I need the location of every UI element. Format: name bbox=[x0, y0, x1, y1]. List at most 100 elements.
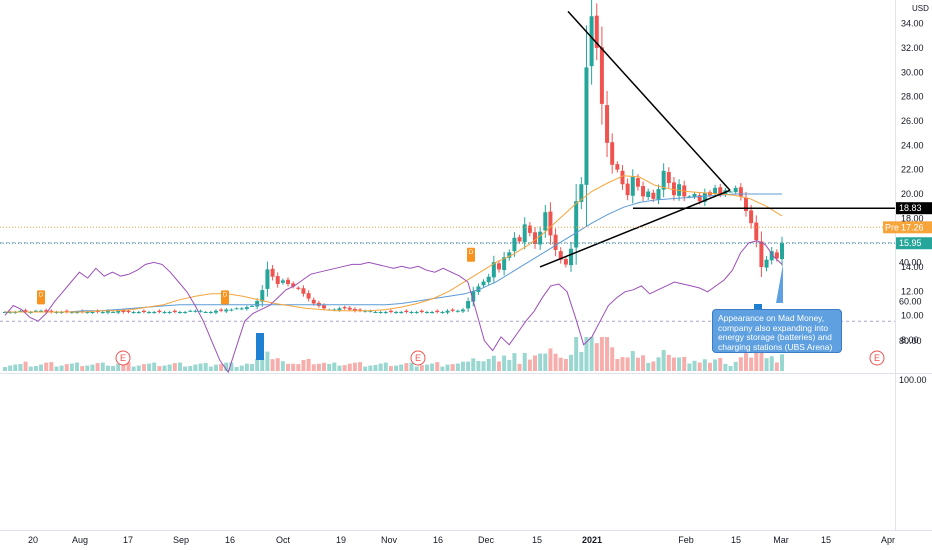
volume-bar bbox=[743, 353, 748, 371]
candle-body bbox=[105, 310, 110, 313]
candle-body bbox=[275, 276, 280, 285]
volume-bar bbox=[177, 362, 182, 371]
volume-bar bbox=[203, 363, 208, 371]
volume-bar bbox=[383, 362, 388, 371]
candle-body bbox=[90, 312, 95, 314]
volume-bar bbox=[265, 351, 270, 371]
volume-bar bbox=[563, 358, 568, 371]
volume-bar bbox=[373, 365, 378, 371]
candle-body bbox=[769, 251, 774, 261]
candle-body bbox=[311, 299, 316, 304]
volume-bar bbox=[656, 357, 661, 371]
candle-body bbox=[198, 310, 203, 312]
candle-body bbox=[738, 187, 743, 197]
candle-body bbox=[244, 307, 249, 309]
candle-body bbox=[430, 312, 435, 314]
volume-bar bbox=[697, 362, 702, 371]
time-tick-label: Feb bbox=[678, 535, 694, 545]
candle-body bbox=[419, 310, 424, 313]
volume-bar bbox=[630, 351, 635, 371]
candle-body bbox=[625, 183, 630, 196]
volume-bar bbox=[507, 359, 512, 371]
time-tick-label: 2021 bbox=[582, 535, 602, 545]
candle-body bbox=[13, 312, 18, 314]
candle-body bbox=[383, 312, 388, 314]
note-pointer bbox=[776, 264, 783, 303]
candle-body bbox=[3, 312, 7, 314]
time-tick-label: Sep bbox=[173, 535, 189, 545]
candle-body bbox=[157, 310, 162, 313]
candle-body bbox=[502, 257, 507, 271]
volume-bar bbox=[244, 363, 249, 371]
time-tick-label: 16 bbox=[433, 535, 443, 545]
candle-body bbox=[18, 310, 23, 312]
candle-body bbox=[641, 186, 646, 197]
volume-bar bbox=[486, 358, 491, 371]
volume-bar bbox=[352, 362, 357, 371]
volume-bar bbox=[347, 363, 352, 371]
price-tick-label: 30.00 bbox=[901, 67, 924, 77]
trend-line-lower bbox=[539, 189, 731, 268]
volume-bar bbox=[229, 362, 234, 371]
candle-body bbox=[661, 170, 666, 190]
candle-body bbox=[229, 309, 234, 311]
time-tick-label: 17 bbox=[123, 535, 133, 545]
candle-body bbox=[481, 281, 486, 286]
volume-bar bbox=[687, 363, 692, 371]
candle-body bbox=[224, 309, 229, 312]
volume-bar bbox=[75, 362, 80, 371]
volume-bar bbox=[517, 363, 522, 371]
volume-bar bbox=[759, 346, 764, 371]
volume-bar bbox=[553, 353, 558, 371]
volume-bar bbox=[388, 366, 393, 371]
candle-body bbox=[188, 310, 193, 312]
candle-body bbox=[697, 195, 702, 202]
candle-body bbox=[563, 259, 568, 265]
price-tick-label: 22.00 bbox=[901, 165, 924, 175]
candle-body bbox=[286, 279, 291, 285]
ma-short-line bbox=[5, 175, 783, 313]
candle-body bbox=[543, 212, 548, 231]
candle-body bbox=[466, 301, 471, 309]
annotation-note[interactable]: Appearance on Mad Money, company also ex… bbox=[712, 309, 842, 353]
volume-bar bbox=[533, 355, 538, 371]
volume-bar bbox=[692, 360, 697, 371]
time-tick-label: 15 bbox=[532, 535, 542, 545]
volume-bar bbox=[774, 362, 779, 371]
horizontal-level-tag: 18.83 bbox=[899, 203, 922, 213]
volume-bar bbox=[409, 362, 414, 371]
price-axis-bg bbox=[895, 0, 932, 550]
candle-body bbox=[337, 308, 342, 311]
volume-bar bbox=[327, 364, 332, 371]
candle-body bbox=[100, 312, 105, 314]
volume-bar bbox=[445, 364, 450, 371]
candle-body bbox=[172, 310, 177, 313]
candle-body bbox=[203, 312, 208, 314]
candle-body bbox=[589, 16, 594, 67]
candle-body bbox=[270, 268, 275, 277]
volume-bar bbox=[594, 343, 599, 371]
volume-bar bbox=[496, 361, 501, 371]
volume-bar bbox=[620, 357, 625, 371]
candle-body bbox=[491, 262, 496, 278]
oscillator-tick-label: 40.00 bbox=[899, 257, 922, 267]
candle-body bbox=[28, 312, 33, 314]
candle-body bbox=[373, 312, 378, 314]
volume-bar bbox=[147, 363, 152, 371]
volume-bar bbox=[306, 358, 311, 371]
candle-body bbox=[435, 310, 440, 313]
volume-bar bbox=[682, 356, 687, 371]
volume-bar bbox=[702, 359, 707, 371]
volume-bar bbox=[378, 363, 383, 371]
volume-bar bbox=[64, 364, 69, 371]
volume-bar bbox=[296, 364, 301, 371]
candle-body bbox=[692, 193, 697, 198]
volume-bar bbox=[18, 364, 23, 371]
volume-bar bbox=[548, 348, 553, 371]
candle-body bbox=[687, 196, 692, 198]
volume-bar bbox=[543, 353, 548, 371]
volume-bar bbox=[368, 365, 373, 371]
volume-bar bbox=[424, 364, 429, 371]
volume-bar bbox=[301, 359, 306, 371]
